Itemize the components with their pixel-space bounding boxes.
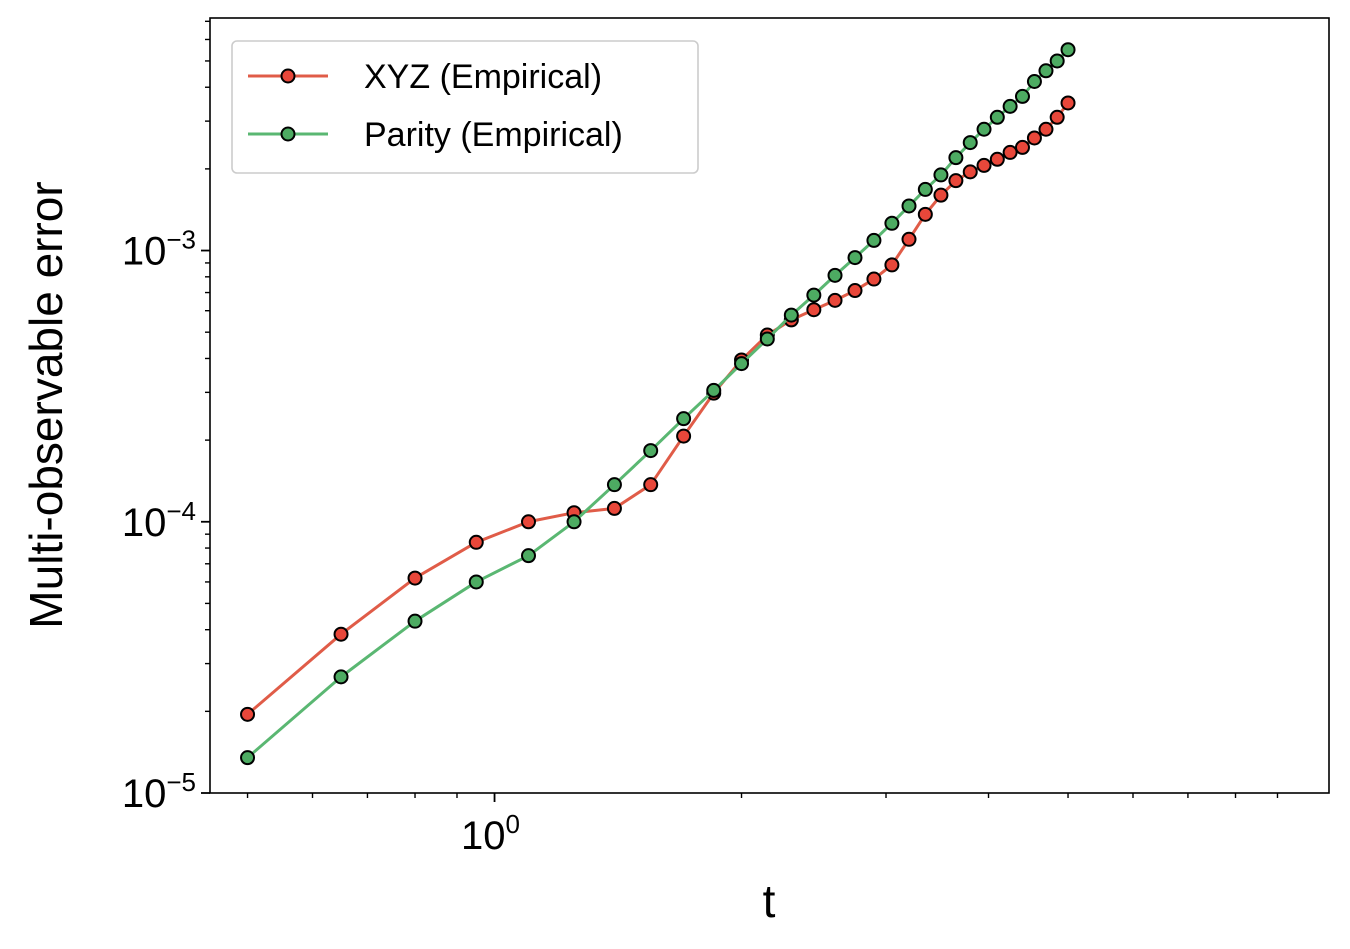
data-point-0 [1014,139,1030,155]
data-point-1 [917,181,933,197]
data-point-0 [606,500,622,516]
data-point-1 [1002,98,1018,114]
data-point-1 [643,443,659,459]
data-point-0 [827,292,843,308]
data-point-0 [901,231,917,247]
data-point-1 [1049,53,1065,69]
data-point-1 [976,121,992,137]
data-point-0 [933,187,949,203]
y-tick-label: 10−3 [122,225,196,274]
data-point-0 [407,570,423,586]
data-point-1 [1014,88,1030,104]
y-tick-label: 10−5 [122,767,196,816]
data-point-1 [783,307,799,323]
data-point-1 [866,232,882,248]
data-point-0 [1002,144,1018,160]
data-point-0 [520,514,536,530]
series-layer [240,42,1076,766]
data-point-0 [962,164,978,180]
data-point-1 [847,250,863,266]
data-point-0 [1038,121,1054,137]
data-point-0 [1060,95,1076,111]
data-point-0 [989,151,1005,167]
data-point-0 [976,157,992,173]
legend: XYZ (Empirical) Parity (Empirical) [231,40,699,174]
x-tick-label: 100 [461,809,520,858]
data-point-0 [468,534,484,550]
data-point-0 [884,257,900,273]
data-point-1 [989,109,1005,125]
data-point-1 [759,331,775,347]
data-point-1 [1026,73,1042,89]
legend-label-xyz: XYZ (Empirical) [364,58,602,96]
data-point-1 [240,750,256,766]
data-point-1 [676,411,692,427]
data-point-0 [806,302,822,318]
data-point-1 [1038,63,1054,79]
data-point-0 [866,271,882,287]
data-point-1 [901,198,917,214]
y-axis-label: Multi-observable error [20,181,72,628]
data-point-1 [520,548,536,564]
data-point-1 [1060,42,1076,58]
data-point-1 [948,150,964,166]
data-point-0 [676,428,692,444]
data-point-1 [827,267,843,283]
data-point-0 [1049,109,1065,125]
data-point-1 [606,477,622,493]
y-tick-label: 10−4 [122,496,196,545]
data-point-0 [948,173,964,189]
data-point-1 [468,574,484,590]
data-point-1 [933,167,949,183]
data-point-1 [962,135,978,151]
data-point-1 [333,669,349,685]
legend-marker-parity [280,126,296,142]
legend-marker-xyz [280,68,296,84]
data-point-1 [884,215,900,231]
data-point-1 [407,613,423,629]
data-point-0 [333,626,349,642]
x-axis-label: t [763,875,776,927]
data-point-0 [917,206,933,222]
axis-layer: 100 10−5 10−4 10−3 [122,20,1279,858]
data-point-1 [734,356,750,372]
data-point-0 [1026,130,1042,146]
data-point-1 [706,382,722,398]
data-point-0 [643,477,659,493]
data-point-0 [847,283,863,299]
legend-box [231,40,699,174]
data-point-0 [240,706,256,722]
legend-label-parity: Parity (Empirical) [364,116,623,154]
plot-frame [209,17,1330,794]
data-point-1 [806,287,822,303]
data-point-1 [566,514,582,530]
